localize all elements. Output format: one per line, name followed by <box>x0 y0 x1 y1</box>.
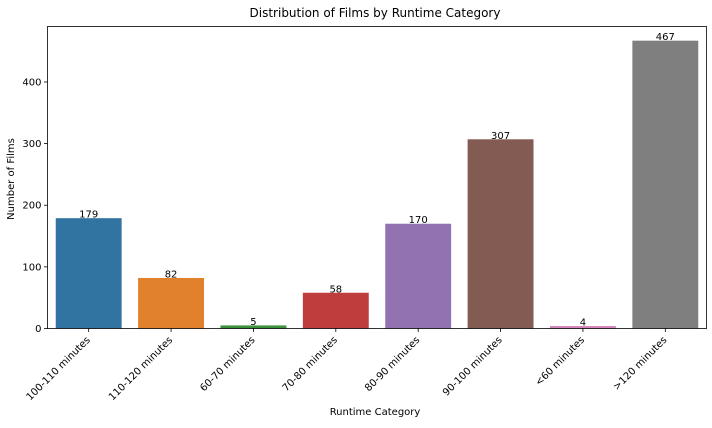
x-tick-label-60-70-minutes: 60-70 minutes <box>198 335 257 394</box>
x-tick-label-lt-60-minutes: <60 minutes <box>533 335 587 389</box>
bar-70-80-minutes <box>302 292 369 329</box>
y-axis-ticks: 0 100 200 300 400 <box>22 77 48 335</box>
data-label-110-120-minutes: 82 <box>165 269 178 280</box>
plot-frame <box>47 26 707 329</box>
data-label-90-100-minutes: 307 <box>491 131 510 142</box>
bar-90-100-minutes <box>467 139 534 329</box>
x-tick-label-110-120-minutes: 110-120 minutes <box>107 335 175 403</box>
data-label-100-110-minutes: 179 <box>79 210 98 221</box>
y-tick-label-0: 0 <box>35 324 41 335</box>
x-tick-label-80-90-minutes: 80-90 minutes <box>363 335 422 394</box>
y-tick-label-200: 200 <box>22 201 41 212</box>
bar-110-120-minutes <box>138 277 205 329</box>
chart-title: Distribution of Films by Runtime Categor… <box>250 6 501 20</box>
x-tick-label-70-80-minutes: 70-80 minutes <box>281 335 340 394</box>
bar-100-110-minutes <box>55 218 122 329</box>
data-label-lt-60-minutes: 4 <box>580 318 586 329</box>
x-tick-label-90-100-minutes: 90-100 minutes <box>441 335 505 399</box>
x-tick-label-100-110-minutes: 100-110 minutes <box>25 335 93 403</box>
bar-lt-60-minutes <box>549 326 616 329</box>
y-tick-label-300: 300 <box>22 139 41 150</box>
data-labels: 179 82 5 58 170 307 4 467 <box>79 32 675 328</box>
x-tick-label-gt-120-minutes: >120 minutes <box>611 335 669 393</box>
x-axis-ticks: 100-110 minutes 110-120 minutes 60-70 minu… <box>25 328 669 403</box>
y-axis-label: Number of Films <box>6 138 17 220</box>
data-label-80-90-minutes: 170 <box>409 215 428 226</box>
data-label-70-80-minutes: 58 <box>329 284 342 295</box>
bar-gt-120-minutes <box>632 40 699 329</box>
bar-80-90-minutes <box>385 223 452 329</box>
bar-60-70-minutes <box>220 325 287 329</box>
y-tick-label-100: 100 <box>22 262 41 273</box>
x-axis-label: Runtime Category <box>330 407 421 418</box>
bars-layer <box>55 40 699 329</box>
data-label-gt-120-minutes: 467 <box>656 32 675 43</box>
data-label-60-70-minutes: 5 <box>250 317 256 328</box>
y-tick-label-400: 400 <box>22 77 41 88</box>
